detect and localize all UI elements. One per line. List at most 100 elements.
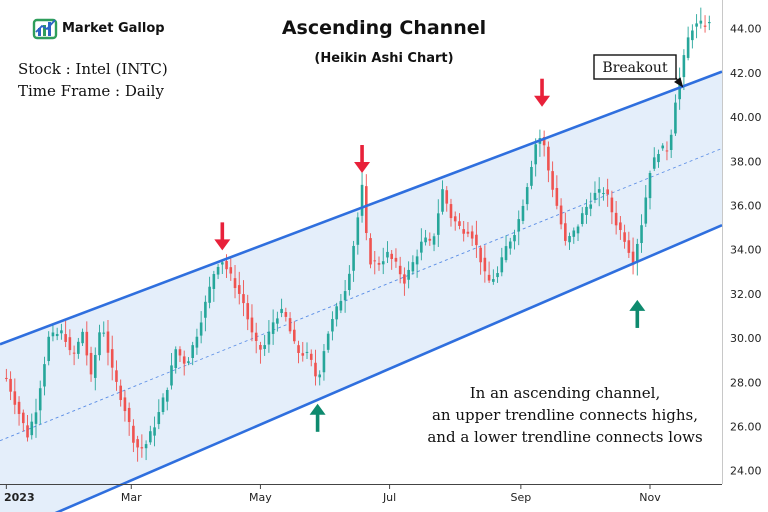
candle <box>233 265 237 299</box>
candle <box>326 331 330 353</box>
candle <box>110 335 114 381</box>
candle <box>627 231 631 259</box>
candle <box>356 212 360 255</box>
candle <box>517 210 521 246</box>
candle <box>576 224 580 242</box>
candle <box>276 311 279 332</box>
candle <box>572 227 576 244</box>
candle <box>521 199 525 225</box>
candle <box>157 399 161 430</box>
candle <box>436 199 440 247</box>
candle <box>369 233 372 269</box>
y-tick-label: 38.00 <box>730 155 762 168</box>
candle <box>445 186 449 212</box>
candle <box>420 228 423 261</box>
candle <box>695 14 698 39</box>
candle <box>640 214 643 253</box>
candle <box>301 341 305 362</box>
candle <box>288 312 292 334</box>
candle <box>568 232 571 250</box>
candle <box>60 323 63 340</box>
breakout-annotation: Breakout <box>593 54 684 88</box>
candle <box>187 357 190 366</box>
candle <box>293 321 296 344</box>
candle <box>254 322 258 354</box>
candle <box>487 261 491 284</box>
candle <box>657 149 660 168</box>
candle <box>267 320 271 353</box>
candle <box>547 141 550 183</box>
candle <box>21 409 25 432</box>
candle <box>525 183 529 211</box>
candle <box>555 175 559 210</box>
candle <box>229 258 233 281</box>
candle <box>589 192 593 217</box>
candle <box>407 261 410 289</box>
y-tick-label: 28.00 <box>730 376 762 389</box>
candle <box>153 416 156 447</box>
candle <box>305 342 309 360</box>
candle <box>466 222 470 238</box>
candle <box>318 370 322 386</box>
candle <box>77 337 80 359</box>
candle <box>470 225 474 247</box>
description-line-2: an upper trendline connects highs, <box>432 406 698 424</box>
candle <box>331 311 334 341</box>
candle <box>619 216 622 240</box>
breakout-box <box>593 54 677 80</box>
candle <box>284 307 288 322</box>
candle <box>195 328 199 355</box>
candle <box>242 280 245 317</box>
candle <box>652 147 656 172</box>
candle <box>182 350 186 376</box>
candle <box>648 170 652 210</box>
candle <box>93 347 97 391</box>
candle <box>322 344 326 381</box>
candle <box>623 224 626 249</box>
candle <box>441 180 444 215</box>
channel-band <box>0 71 722 512</box>
candle <box>136 435 139 462</box>
candle <box>394 248 398 268</box>
candle <box>132 419 135 453</box>
candle <box>479 245 482 275</box>
candle <box>89 346 93 382</box>
y-tick-label: 44.00 <box>730 23 762 36</box>
candle <box>221 259 224 274</box>
y-tick-label: 36.00 <box>730 200 762 213</box>
candle <box>411 255 415 275</box>
candle <box>424 229 427 246</box>
y-tick-label: 42.00 <box>730 67 762 80</box>
candle <box>606 178 609 207</box>
candle <box>72 345 76 366</box>
candle <box>360 171 364 223</box>
candle <box>674 94 677 137</box>
candle <box>38 380 42 425</box>
candle <box>106 319 110 366</box>
candle <box>551 161 554 198</box>
candlestick-series <box>5 7 711 462</box>
candle <box>343 280 347 313</box>
candle <box>665 141 669 161</box>
candle <box>496 266 499 283</box>
candle <box>691 24 694 49</box>
candle <box>377 256 381 271</box>
candle <box>403 267 406 296</box>
candle <box>348 265 351 296</box>
candle <box>144 440 148 461</box>
candle <box>309 349 313 367</box>
x-tick-label: Sep <box>510 491 531 504</box>
down-arrow-icon <box>354 145 371 174</box>
x-tick-label: Jul <box>382 491 396 504</box>
candle <box>26 414 29 442</box>
candle <box>559 198 563 230</box>
candle <box>508 237 512 255</box>
candle <box>30 413 34 440</box>
x-tick-label: May <box>249 491 272 504</box>
candle <box>593 181 597 204</box>
stock-label: Stock : Intel (INTC) <box>18 60 168 78</box>
logo: Market Gallop <box>32 18 165 40</box>
x-axis-ticks: 2023 Mar May Jul Sep Nov <box>4 484 661 504</box>
candle <box>339 293 343 314</box>
candle <box>208 276 211 309</box>
